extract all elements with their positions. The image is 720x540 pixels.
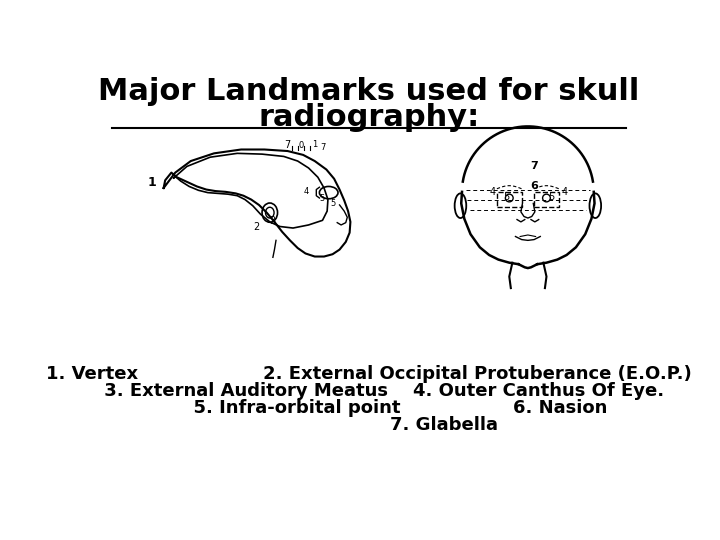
Text: 2: 2 [253, 222, 260, 232]
Text: 3: 3 [269, 216, 275, 226]
Text: 7. Glabella: 7. Glabella [240, 416, 498, 434]
Text: 7: 7 [530, 161, 538, 171]
Text: 1: 1 [312, 140, 318, 149]
Text: 5: 5 [503, 192, 509, 202]
Text: 6: 6 [530, 181, 538, 191]
Text: 1. Vertex                    2. External Occipital Protuberance (E.O.P.): 1. Vertex 2. External Occipital Protuber… [46, 366, 692, 383]
Text: 4: 4 [562, 187, 568, 197]
Text: 5: 5 [330, 199, 336, 208]
Text: 7: 7 [320, 143, 325, 152]
Text: 5: 5 [320, 194, 325, 203]
Text: 4: 4 [304, 187, 309, 196]
Text: 0: 0 [298, 141, 303, 150]
Text: 4: 4 [489, 187, 495, 197]
Text: 5. Infra-orbital point                  6. Nasion: 5. Infra-orbital point 6. Nasion [131, 399, 607, 417]
Text: 7: 7 [284, 140, 290, 150]
Text: 5: 5 [548, 192, 554, 202]
Text: radiography:: radiography: [258, 103, 480, 132]
Text: 3. External Auditory Meatus    4. Outer Canthus Of Eye.: 3. External Auditory Meatus 4. Outer Can… [73, 382, 665, 400]
Text: Major Landmarks used for skull: Major Landmarks used for skull [99, 77, 639, 106]
Text: 1: 1 [148, 177, 156, 190]
